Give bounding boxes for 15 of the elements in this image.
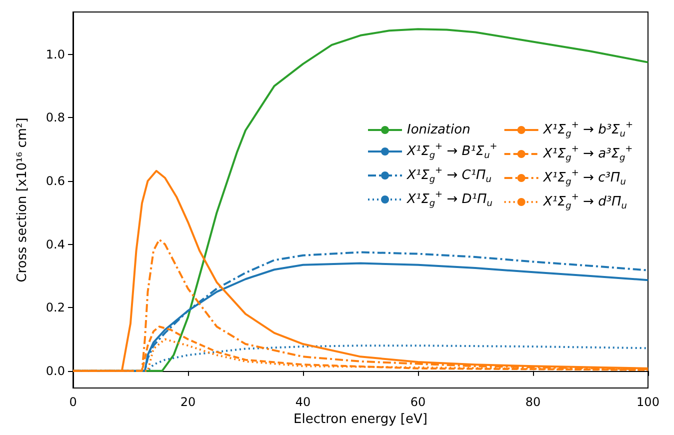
y-tick-label: 0.6: [46, 174, 65, 188]
y-tick-label: 1.0: [46, 47, 65, 62]
x-tick-label: 40: [295, 395, 311, 409]
legend-label: Ionization: [407, 122, 470, 138]
y-tick-label: 0.4: [46, 237, 65, 252]
x-tick-label: 0: [69, 395, 77, 409]
x-tick-label: 20: [180, 395, 196, 409]
y-axis-title: Cross section [x10¹⁶ cm²]: [15, 118, 30, 282]
y-tick-label: 0.0: [46, 364, 65, 378]
x-tick-label: 100: [636, 395, 660, 409]
y-tick-label: 0.8: [46, 110, 65, 125]
x-axis-title: Electron energy [eV]: [294, 412, 428, 427]
x-tick-label: 60: [410, 395, 426, 409]
x-tick-label: 80: [525, 395, 541, 409]
y-tick-label: 0.2: [46, 300, 65, 315]
